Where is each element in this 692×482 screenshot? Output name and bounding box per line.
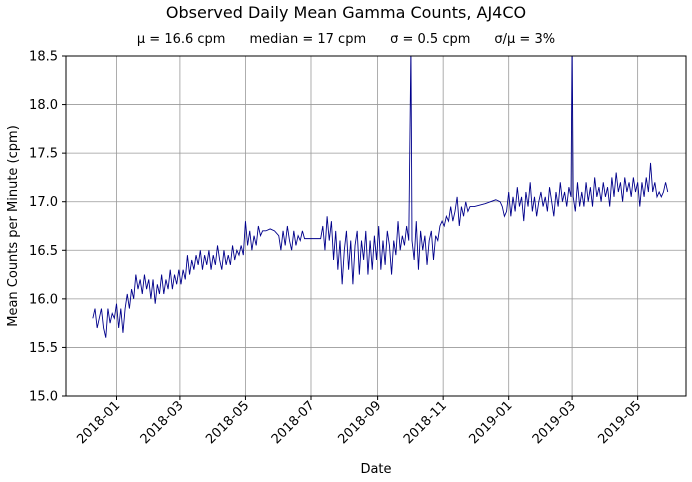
series-line bbox=[92, 56, 669, 338]
chart-subtitle-stats: μ = 16.6 cpm median = 17 cpm σ = 0.5 cpm σ/… bbox=[0, 32, 692, 47]
x-tick-label: 2018-07 bbox=[269, 398, 318, 447]
x-tick-label: 2018-01 bbox=[74, 398, 123, 447]
x-tick-label: 2019-01 bbox=[467, 398, 516, 447]
y-tick-label: 15.0 bbox=[29, 390, 58, 405]
x-tick-label: 2018-03 bbox=[138, 398, 187, 447]
plot-frame bbox=[65, 55, 687, 397]
x-tick-label: 2019-03 bbox=[530, 398, 579, 447]
y-tick-label: 18.0 bbox=[29, 98, 58, 113]
x-tick-label: 2018-11 bbox=[401, 398, 450, 447]
x-tick-label: 2018-09 bbox=[335, 398, 384, 447]
y-tick-label: 18.5 bbox=[29, 50, 58, 65]
y-tick-label: 16.5 bbox=[29, 244, 58, 259]
stat-mean: μ = 16.6 cpm bbox=[136, 32, 226, 47]
stat-sigma: σ = 0.5 cpm bbox=[390, 32, 471, 47]
x-tick-label: 2018-05 bbox=[203, 398, 252, 447]
gridlines bbox=[66, 55, 686, 397]
y-axis-label: Mean Counts per Minute (cpm) bbox=[6, 125, 21, 327]
stat-median: median = 17 cpm bbox=[249, 32, 367, 47]
y-tick-label: 17.0 bbox=[29, 195, 58, 210]
y-tick-label: 15.5 bbox=[29, 341, 58, 356]
y-tick-label: 17.5 bbox=[29, 147, 58, 162]
x-tick-label: 2019-05 bbox=[595, 398, 644, 447]
chart-title: Observed Daily Mean Gamma Counts, AJ4CO bbox=[165, 3, 527, 22]
stat-ratio: σ/μ = 3% bbox=[494, 32, 556, 47]
y-tick-label: 16.0 bbox=[29, 292, 58, 307]
x-axis-label: Date bbox=[360, 462, 391, 477]
